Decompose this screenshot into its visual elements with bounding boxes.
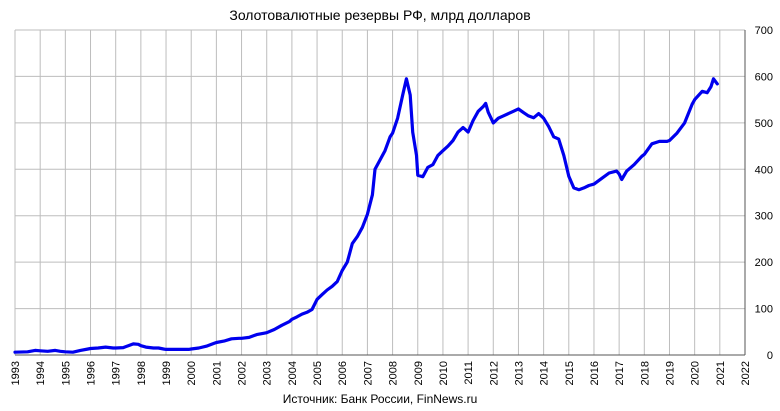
series-line — [13, 77, 719, 354]
x-tick-label: 2021 — [715, 361, 727, 385]
x-tick-label: 2004 — [287, 361, 299, 385]
chart-source: Источник: Банк России, FinNews.ru — [283, 392, 478, 406]
x-tick-label: 2000 — [186, 361, 198, 385]
x-tick-label: 1996 — [86, 361, 98, 385]
y-tick-label: 500 — [755, 118, 773, 130]
y-tick-label: 200 — [755, 257, 773, 269]
y-tick-label: 300 — [755, 211, 773, 223]
x-tick-label: 2001 — [211, 361, 223, 385]
x-tick-label: 2005 — [312, 361, 324, 385]
x-tick-label: 2007 — [362, 361, 374, 385]
x-tick-label: 1995 — [60, 361, 72, 385]
x-tick-label: 2010 — [438, 361, 450, 385]
x-tick-label: 2015 — [564, 361, 576, 385]
grid-vertical — [14, 30, 746, 355]
x-tick-label: 1998 — [136, 361, 148, 385]
x-tick-label: 2019 — [664, 361, 676, 385]
x-tick-label: 2002 — [237, 361, 249, 385]
x-tick-label: 2016 — [589, 361, 601, 385]
x-tick-label: 2018 — [639, 361, 651, 385]
y-tick-label: 700 — [755, 25, 773, 37]
y-tick-label: 600 — [755, 71, 773, 83]
x-tick-label: 2003 — [262, 361, 274, 385]
x-tick-label: 1997 — [111, 361, 123, 385]
x-tick-label: 2006 — [337, 361, 349, 385]
x-tick-label: 1993 — [10, 361, 22, 385]
x-tick-label: 2011 — [463, 361, 475, 385]
x-tick-label: 1999 — [161, 361, 173, 385]
y-tick-label: 400 — [755, 164, 773, 176]
y-tick-label: 0 — [767, 350, 773, 362]
x-tick-label: 2009 — [413, 361, 425, 385]
x-tick-label: 1994 — [35, 361, 47, 385]
x-tick-label: 2022 — [740, 361, 752, 385]
x-tick-label: 2014 — [539, 361, 551, 385]
y-tick-label: 100 — [755, 304, 773, 316]
x-tick-label: 2020 — [690, 361, 702, 385]
x-tick-label: 2012 — [488, 361, 500, 385]
plot-background — [15, 30, 745, 355]
x-tick-labels: 1993 1994 1995 1996 1997 1998 1999 2000 2001 2002… — [10, 361, 752, 385]
x-tick-label: 2013 — [513, 361, 525, 385]
x-tick-label: 2017 — [614, 361, 626, 385]
y-tick-labels: 0 100 200 300 400 500 600 700 — [755, 25, 773, 362]
chart-title: Золотовалютные резервы РФ, млрд долларов — [229, 7, 530, 23]
x-tick-label: 2008 — [388, 361, 400, 385]
